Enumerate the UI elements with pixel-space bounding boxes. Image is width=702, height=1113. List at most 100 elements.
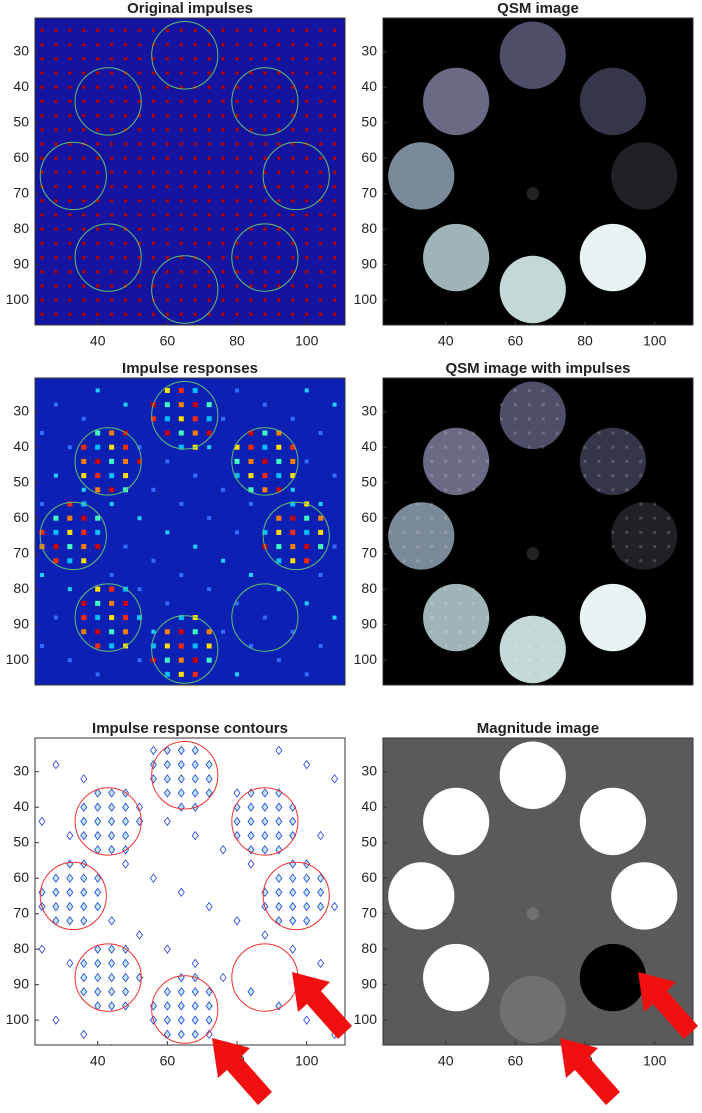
- impulse: [179, 184, 184, 189]
- contour: [149, 873, 157, 883]
- impulse: [318, 156, 323, 160]
- impulse: [235, 269, 239, 274]
- impulse: [95, 213, 100, 217]
- impulse: [221, 28, 225, 33]
- impulse: [304, 42, 309, 47]
- contour: [191, 774, 199, 784]
- arrow: [212, 1038, 272, 1105]
- impulse: [235, 57, 239, 61]
- impulse: [430, 616, 434, 620]
- impulse: [54, 327, 58, 331]
- impulse: [54, 298, 58, 302]
- response: [262, 473, 268, 479]
- response: [193, 544, 198, 549]
- impulse: [332, 269, 337, 274]
- contour: [289, 944, 297, 954]
- response: [276, 587, 281, 592]
- impulse: [263, 85, 267, 90]
- impulse: [123, 57, 128, 61]
- impulse: [332, 57, 337, 61]
- disk-outline: [151, 741, 219, 810]
- response: [221, 487, 226, 492]
- impulse: [54, 241, 58, 246]
- impulse: [639, 530, 643, 534]
- contour: [66, 916, 74, 926]
- impulse: [193, 227, 198, 231]
- contour: [233, 788, 241, 798]
- impulse: [54, 269, 58, 274]
- disk-outline: [74, 427, 142, 496]
- impulse: [68, 71, 72, 75]
- disk-outline: [231, 427, 299, 496]
- y-tick-label: 50: [13, 113, 29, 129]
- contour: [317, 830, 325, 841]
- impulse: [513, 417, 517, 421]
- impulse: [165, 156, 170, 160]
- response: [95, 515, 101, 521]
- y-tick-label: 30: [361, 42, 377, 58]
- impulse: [207, 241, 211, 246]
- impulse: [304, 113, 309, 118]
- impulse: [54, 255, 58, 260]
- impulse: [68, 269, 72, 274]
- impulse: [95, 113, 100, 118]
- impulse: [290, 227, 295, 231]
- impulse: [583, 445, 587, 449]
- impulse: [263, 269, 267, 274]
- response: [109, 430, 115, 436]
- response: [137, 516, 142, 521]
- impulse: [137, 213, 142, 217]
- impulse: [179, 284, 184, 288]
- disk: [579, 223, 646, 292]
- response: [290, 444, 296, 450]
- impulse: [54, 312, 58, 317]
- y-tick-label: 90: [361, 255, 377, 271]
- disk: [579, 67, 646, 136]
- contour: [205, 1029, 213, 1040]
- contour: [66, 958, 74, 969]
- impulse: [68, 241, 72, 246]
- y-tick-label: 70: [13, 184, 29, 200]
- response: [192, 416, 198, 422]
- response: [151, 487, 156, 492]
- impulse: [137, 170, 142, 175]
- impulse: [151, 85, 156, 90]
- impulse: [68, 127, 72, 132]
- panel: Magnitude image3040506070809010040608010…: [354, 720, 694, 1069]
- impulse: [527, 403, 531, 407]
- impulse: [263, 28, 267, 33]
- impulse: [109, 255, 114, 260]
- impulse: [318, 284, 323, 288]
- impulse: [124, 327, 128, 331]
- impulse: [458, 644, 462, 648]
- disk: [499, 381, 566, 449]
- impulse: [123, 312, 128, 317]
- impulse: [109, 28, 114, 33]
- impulse: [40, 85, 44, 90]
- impulse: [541, 431, 545, 435]
- impulse: [290, 71, 295, 75]
- contour: [122, 830, 130, 841]
- response: [290, 529, 296, 535]
- response: [304, 558, 310, 564]
- y-tick-label: 40: [361, 798, 377, 814]
- disk-outline: [74, 943, 142, 1012]
- impulse: [444, 516, 448, 520]
- contour: [261, 845, 269, 855]
- impulse: [109, 113, 114, 118]
- response: [248, 444, 254, 450]
- impulse: [165, 127, 170, 132]
- contour: [205, 1001, 213, 1011]
- impulse: [304, 28, 309, 33]
- impulse: [305, 327, 309, 331]
- response: [290, 629, 295, 634]
- impulse: [458, 601, 462, 605]
- response: [318, 515, 324, 521]
- axes-box: [382, 377, 694, 686]
- impulse: [513, 403, 517, 407]
- impulse: [332, 85, 337, 90]
- impulse: [332, 198, 337, 203]
- impulse: [221, 99, 225, 104]
- impulse: [40, 71, 44, 75]
- impulse: [263, 198, 267, 203]
